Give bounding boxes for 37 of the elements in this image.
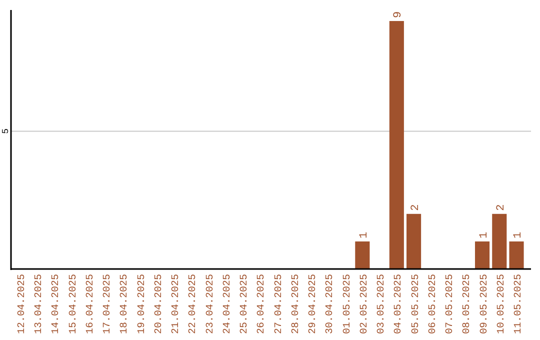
x-tick-label: 16.04.2025 bbox=[85, 274, 96, 334]
data-label: 1 bbox=[478, 231, 490, 238]
data-label: 9 bbox=[392, 11, 405, 18]
y-tick-label: 5 bbox=[1, 128, 11, 134]
x-tick-label: 11.05.2025 bbox=[514, 274, 525, 334]
x-tick-label: 09.05.2025 bbox=[479, 274, 490, 334]
data-label: 2 bbox=[410, 204, 422, 211]
x-tick-label: 24.04.2025 bbox=[222, 274, 234, 334]
x-tick-label: 08.05.2025 bbox=[462, 274, 474, 334]
x-tick-label: 01.05.2025 bbox=[342, 274, 354, 334]
x-tick-label: 06.05.2025 bbox=[428, 274, 439, 334]
x-tick-label: 14.04.2025 bbox=[51, 274, 62, 334]
x-tick-label: 27.04.2025 bbox=[274, 274, 285, 334]
x-tick-label: 10.05.2025 bbox=[496, 274, 508, 334]
x-tick-label: 13.04.2025 bbox=[34, 274, 46, 334]
x-tick-label: 18.04.2025 bbox=[120, 274, 131, 334]
x-tick-label: 12.04.2025 bbox=[16, 274, 28, 334]
x-tick-label: 28.04.2025 bbox=[290, 274, 302, 334]
x-tick-label: 29.04.2025 bbox=[308, 274, 320, 334]
x-tick-label: 19.04.2025 bbox=[136, 274, 148, 334]
x-tick-label: 15.04.2025 bbox=[68, 274, 80, 334]
data-label: 1 bbox=[358, 231, 370, 238]
x-tick-label: 20.04.2025 bbox=[154, 274, 165, 334]
x-tick-label: 07.05.2025 bbox=[445, 274, 456, 334]
x-tick-label: 26.04.2025 bbox=[256, 274, 268, 334]
x-tick-label: 30.04.2025 bbox=[325, 274, 336, 334]
data-label: 1 bbox=[512, 231, 525, 238]
x-tick-label: 17.04.2025 bbox=[102, 274, 114, 334]
x-tick-label: 05.05.2025 bbox=[410, 274, 422, 334]
x-tick-label: 02.05.2025 bbox=[359, 274, 370, 334]
x-tick-label: 21.04.2025 bbox=[171, 274, 182, 334]
x-tick-label: 03.05.2025 bbox=[376, 274, 388, 334]
x-tick-label: 04.05.2025 bbox=[394, 274, 405, 334]
x-tick-label: 23.04.2025 bbox=[205, 274, 216, 334]
x-tick-label: 25.04.2025 bbox=[240, 274, 251, 334]
x-tick-label: 22.04.2025 bbox=[188, 274, 200, 334]
data-label: 2 bbox=[495, 204, 508, 211]
